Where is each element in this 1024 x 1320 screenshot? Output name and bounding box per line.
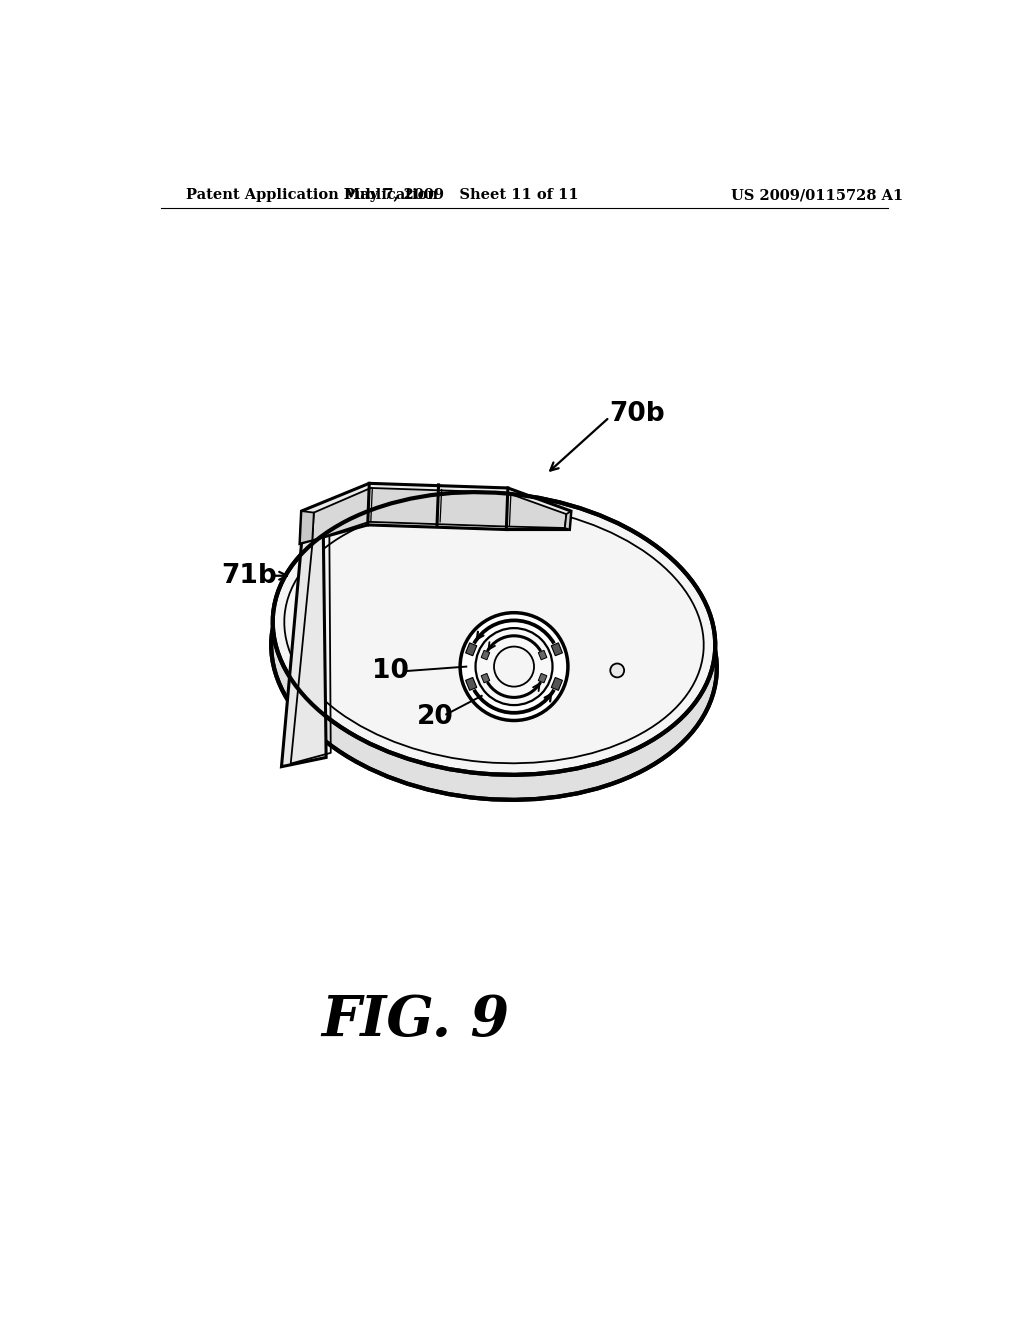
Text: US 2009/0115728 A1: US 2009/0115728 A1 <box>731 189 903 202</box>
Polygon shape <box>551 643 562 656</box>
Text: Patent Application Publication: Patent Application Publication <box>186 189 438 202</box>
Polygon shape <box>551 677 562 690</box>
Circle shape <box>494 647 535 686</box>
Text: 10: 10 <box>373 659 410 684</box>
Polygon shape <box>539 673 547 682</box>
Polygon shape <box>481 673 489 682</box>
Text: FIG. 9: FIG. 9 <box>322 994 510 1048</box>
Polygon shape <box>565 511 571 529</box>
Polygon shape <box>312 488 566 540</box>
Circle shape <box>460 612 568 721</box>
Text: 71b: 71b <box>221 562 278 589</box>
Text: May 7, 2009   Sheet 11 of 11: May 7, 2009 Sheet 11 of 11 <box>344 189 579 202</box>
Circle shape <box>475 628 553 705</box>
Text: 20: 20 <box>417 705 454 730</box>
Ellipse shape <box>272 492 715 775</box>
Polygon shape <box>481 651 489 660</box>
Polygon shape <box>282 512 326 767</box>
Polygon shape <box>300 483 571 544</box>
Ellipse shape <box>271 513 717 800</box>
Polygon shape <box>466 643 477 656</box>
Polygon shape <box>466 677 477 690</box>
Circle shape <box>610 664 625 677</box>
Polygon shape <box>300 511 313 544</box>
Polygon shape <box>539 651 547 660</box>
Text: 70b: 70b <box>609 401 666 428</box>
